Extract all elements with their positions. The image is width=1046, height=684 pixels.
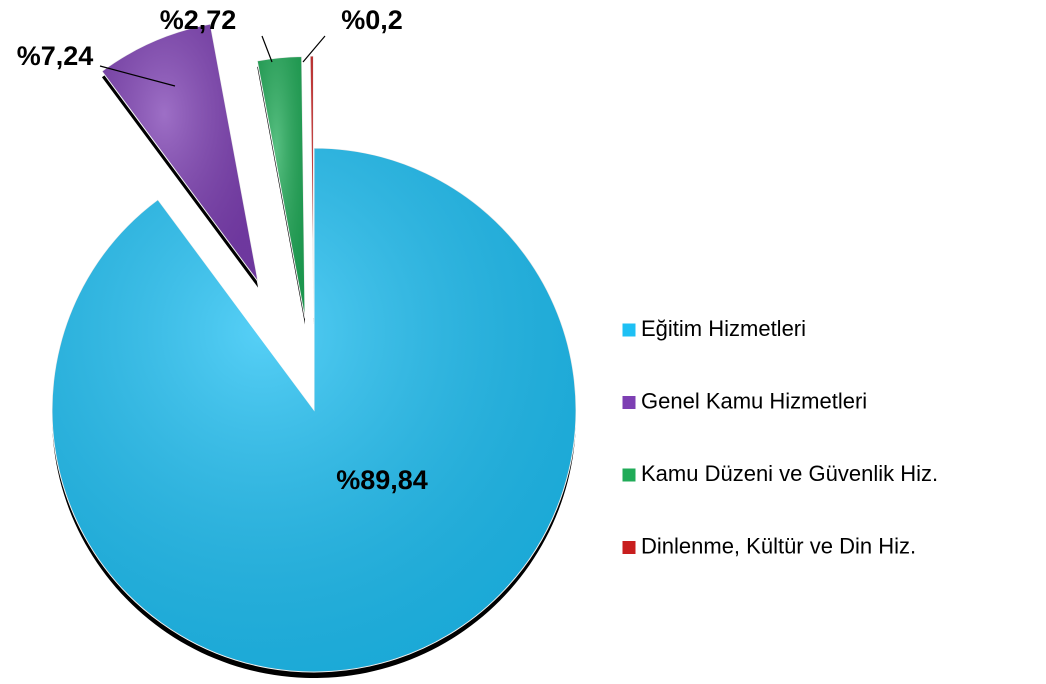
pie-slice-shine bbox=[51, 148, 576, 672]
legend-label: Kamu Düzeni ve Güvenlik Hiz. bbox=[641, 461, 938, 486]
pie-slice-shine bbox=[257, 56, 305, 319]
legend-label: Eğitim Hizmetleri bbox=[641, 316, 806, 341]
data-label: %89,84 bbox=[336, 465, 428, 495]
data-label: %0,2 bbox=[341, 5, 403, 35]
leader-line bbox=[99, 65, 176, 87]
legend-label: Genel Kamu Hizmetleri bbox=[641, 388, 867, 413]
data-label: %2,72 bbox=[160, 5, 237, 35]
pie-slice-shine bbox=[101, 24, 259, 282]
leader-line bbox=[302, 35, 326, 63]
legend-swatch bbox=[621, 322, 637, 338]
legend-swatch bbox=[621, 395, 637, 410]
legend-label: Dinlenme, Kültür ve Din Hiz. bbox=[641, 533, 916, 558]
data-label: %7,24 bbox=[17, 41, 94, 71]
pie-slice-shine bbox=[310, 56, 314, 319]
legend-swatch bbox=[621, 540, 637, 555]
legend-swatch bbox=[621, 467, 637, 483]
leader-line bbox=[261, 35, 273, 63]
